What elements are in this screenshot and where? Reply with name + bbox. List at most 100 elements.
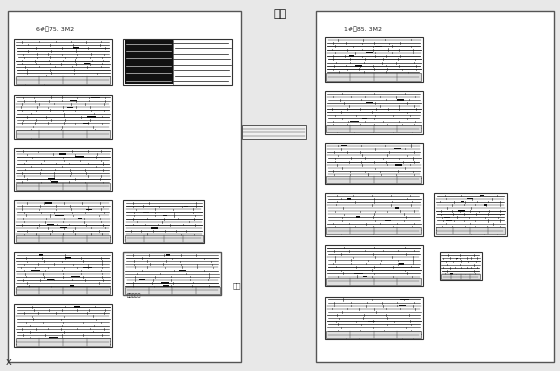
Bar — [16, 130, 110, 138]
Bar — [74, 306, 80, 308]
Bar — [354, 65, 362, 66]
Bar — [14, 200, 112, 243]
Bar — [179, 270, 186, 271]
Bar — [86, 209, 92, 210]
Bar — [375, 46, 382, 47]
Bar — [366, 102, 373, 104]
Bar — [444, 217, 450, 218]
Bar — [441, 275, 480, 279]
Bar — [363, 276, 367, 277]
Bar — [70, 285, 74, 287]
Bar — [39, 254, 43, 256]
Bar — [400, 299, 409, 300]
Bar — [16, 183, 110, 190]
Bar — [325, 297, 423, 339]
Bar — [8, 11, 241, 362]
Text: x: x — [6, 357, 11, 367]
Bar — [326, 175, 421, 183]
Bar — [65, 257, 71, 259]
Bar — [91, 97, 100, 98]
Bar — [344, 177, 349, 178]
Bar — [16, 234, 110, 242]
Bar — [123, 200, 204, 243]
Bar — [59, 227, 67, 229]
Bar — [397, 99, 404, 101]
Bar — [139, 279, 146, 280]
Bar — [42, 344, 46, 345]
Bar — [78, 136, 86, 137]
Bar — [480, 195, 484, 196]
Bar — [31, 270, 40, 271]
Bar — [48, 279, 54, 280]
Bar — [70, 100, 77, 101]
Bar — [63, 132, 69, 134]
Bar — [459, 210, 465, 212]
Bar — [436, 227, 505, 234]
Bar — [385, 220, 391, 221]
Bar — [125, 286, 220, 294]
Bar — [184, 206, 188, 207]
Bar — [316, 11, 554, 362]
Bar — [164, 285, 169, 287]
Bar — [326, 278, 421, 285]
Bar — [325, 245, 423, 286]
Bar — [49, 337, 58, 339]
Bar — [484, 204, 487, 206]
Bar — [399, 305, 406, 306]
Bar — [395, 207, 399, 209]
Bar — [14, 148, 112, 191]
Bar — [161, 282, 169, 284]
Bar — [14, 95, 112, 139]
Bar — [73, 47, 78, 49]
Bar — [87, 116, 96, 118]
Bar — [326, 73, 421, 81]
Bar — [326, 227, 421, 234]
Bar — [450, 273, 453, 275]
Bar — [434, 193, 507, 236]
Bar — [376, 229, 385, 230]
Bar — [242, 125, 306, 139]
Bar — [341, 145, 347, 147]
Bar — [78, 218, 82, 219]
Bar — [356, 216, 360, 218]
Bar — [125, 234, 203, 242]
Bar — [326, 331, 421, 338]
Bar — [440, 252, 482, 280]
Bar — [325, 91, 423, 134]
Bar — [446, 220, 452, 221]
Bar — [67, 106, 73, 108]
Bar — [143, 211, 148, 213]
Bar — [123, 252, 221, 295]
Bar — [51, 181, 58, 183]
Bar — [16, 76, 110, 84]
Bar — [123, 39, 232, 85]
Bar — [45, 203, 52, 204]
Text: 1#楰85. 3M2: 1#楰85. 3M2 — [344, 26, 382, 32]
Bar — [71, 276, 80, 277]
Bar — [16, 338, 110, 346]
Bar — [55, 215, 64, 216]
Bar — [59, 153, 67, 155]
Bar — [66, 185, 72, 186]
Bar — [41, 79, 50, 81]
Bar — [461, 201, 464, 203]
Bar — [84, 63, 90, 64]
Bar — [14, 39, 112, 85]
Bar — [14, 304, 112, 347]
Bar — [48, 178, 55, 180]
Bar — [394, 148, 400, 150]
Text: 图纸目录表: 图纸目录表 — [127, 293, 142, 298]
Bar — [52, 82, 59, 83]
Bar — [326, 125, 421, 132]
Bar — [366, 52, 374, 53]
Bar — [83, 267, 92, 268]
Bar — [48, 224, 54, 225]
Text: 6#楰75. 3M2: 6#楰75. 3M2 — [36, 26, 74, 32]
Text: 修改: 修改 — [273, 9, 287, 19]
Bar — [350, 121, 360, 122]
Bar — [395, 164, 402, 165]
Bar — [369, 279, 376, 280]
Bar — [399, 263, 404, 265]
Bar — [363, 336, 368, 337]
Bar — [38, 289, 45, 290]
